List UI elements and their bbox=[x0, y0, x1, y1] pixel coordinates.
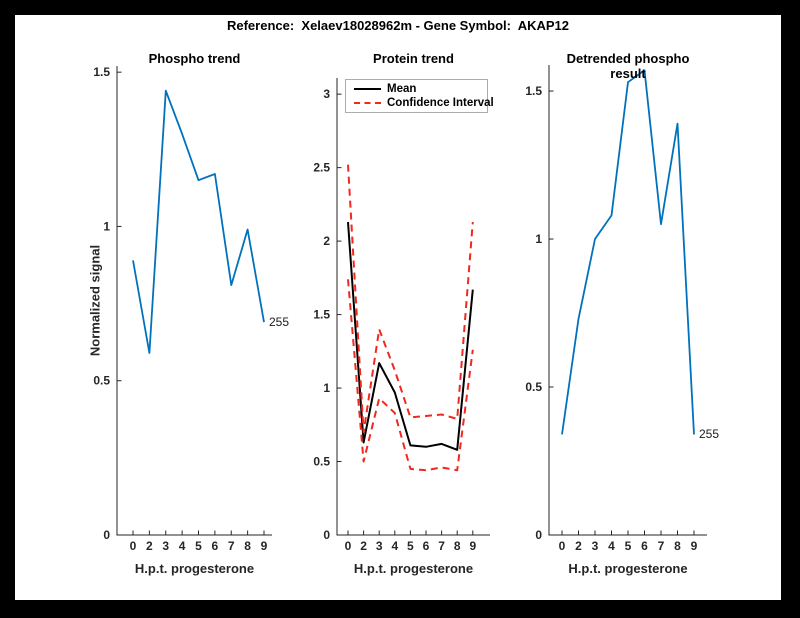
y-tick-label: 0 bbox=[323, 528, 330, 542]
axis-lines bbox=[548, 65, 707, 536]
figure-title: Reference: Xelaev18028962m - Gene Symbol… bbox=[226, 18, 570, 33]
legend-box: Mean Confidence Interval bbox=[345, 79, 494, 113]
x-tick-label: 5 bbox=[625, 539, 632, 553]
x-tick-label: 0 bbox=[559, 539, 566, 553]
legend-row-mean: Mean bbox=[346, 83, 487, 95]
x-tick-label: 8 bbox=[674, 539, 681, 553]
x-tick-label: 6 bbox=[641, 539, 648, 553]
series-detrended-phospho bbox=[561, 69, 695, 435]
mean-line-sample bbox=[354, 87, 381, 90]
x-tick-label: 2 bbox=[146, 539, 153, 553]
y-tick-label: 0 bbox=[535, 528, 542, 542]
confidence-interval-line-sample bbox=[354, 102, 381, 105]
x-tick-label: 2 bbox=[360, 539, 367, 553]
legend-label-mean: Mean bbox=[387, 82, 417, 95]
y-tick-label: 1.5 bbox=[525, 84, 542, 98]
x-tick-label: 2 bbox=[575, 539, 582, 553]
y-tick-label: 0.5 bbox=[525, 380, 542, 394]
plots-svg: 0 2 3 4 5 6 7 8 900.511.50 2 3 4 5 6 7 8 900.511.522.530… bbox=[93, 65, 707, 553]
x-tick-label: 5 bbox=[407, 539, 414, 553]
y-tick-label: 1 bbox=[103, 219, 110, 233]
series-ci-lower bbox=[347, 279, 474, 472]
x-tick-label: 8 bbox=[244, 539, 251, 553]
x-tick-label: 7 bbox=[438, 539, 445, 553]
legend-label-confidence-interval: Confidence Interval bbox=[387, 97, 494, 110]
x-tick-label: 7 bbox=[658, 539, 665, 553]
y-tick-label: 0.5 bbox=[313, 455, 330, 469]
x-tick-label: 9 bbox=[261, 539, 268, 553]
chart1-endpoint-label: 255 bbox=[269, 315, 290, 329]
y-tick-label: 1 bbox=[323, 381, 330, 395]
x-tick-label: 7 bbox=[228, 539, 235, 553]
x-tick-label: 9 bbox=[469, 539, 476, 553]
y-tick-label: 2.5 bbox=[313, 161, 330, 175]
x-tick-label: 9 bbox=[691, 539, 698, 553]
series-mean bbox=[347, 221, 474, 451]
series-ci-upper bbox=[347, 164, 474, 434]
x-tick-label: 0 bbox=[130, 539, 137, 553]
chart3-xlabel: H.p.t. progesterone bbox=[568, 561, 688, 576]
x-tick-label: 3 bbox=[592, 539, 599, 553]
x-tick-label: 4 bbox=[179, 539, 186, 553]
y-tick-label: 0 bbox=[103, 528, 110, 542]
y-tick-label: 1.5 bbox=[313, 308, 330, 322]
figure-canvas: Reference: Xelaev18028962m - Gene Symbol… bbox=[15, 15, 781, 600]
y-tick-label: 0.5 bbox=[93, 374, 110, 388]
x-tick-label: 8 bbox=[454, 539, 461, 553]
chart3-endpoint-label: 255 bbox=[699, 427, 720, 441]
x-tick-label: 6 bbox=[423, 539, 430, 553]
x-tick-label: 5 bbox=[195, 539, 202, 553]
series-phospho-signal bbox=[132, 89, 265, 354]
y-tick-label: 1 bbox=[535, 232, 542, 246]
chart1-ylabel: Normalized signal bbox=[87, 244, 103, 357]
x-tick-label: 3 bbox=[376, 539, 383, 553]
chart1-title: Phospho trend bbox=[148, 51, 241, 66]
x-tick-label: 0 bbox=[345, 539, 352, 553]
x-tick-label: 3 bbox=[162, 539, 169, 553]
y-tick-label: 2 bbox=[323, 234, 330, 248]
legend-row-ci: Confidence Interval bbox=[346, 97, 494, 109]
chart2-title: Protein trend bbox=[373, 51, 454, 66]
chart2-xlabel: H.p.t. progesterone bbox=[353, 561, 474, 576]
x-tick-label: 4 bbox=[608, 539, 615, 553]
x-tick-label: 6 bbox=[212, 539, 219, 553]
y-tick-label: 1.5 bbox=[93, 65, 110, 79]
x-tick-label: 4 bbox=[391, 539, 398, 553]
chart1-xlabel: H.p.t. progesterone bbox=[134, 561, 255, 576]
chart3-title: Detrended phospho result bbox=[566, 51, 690, 81]
y-tick-label: 3 bbox=[323, 87, 330, 101]
